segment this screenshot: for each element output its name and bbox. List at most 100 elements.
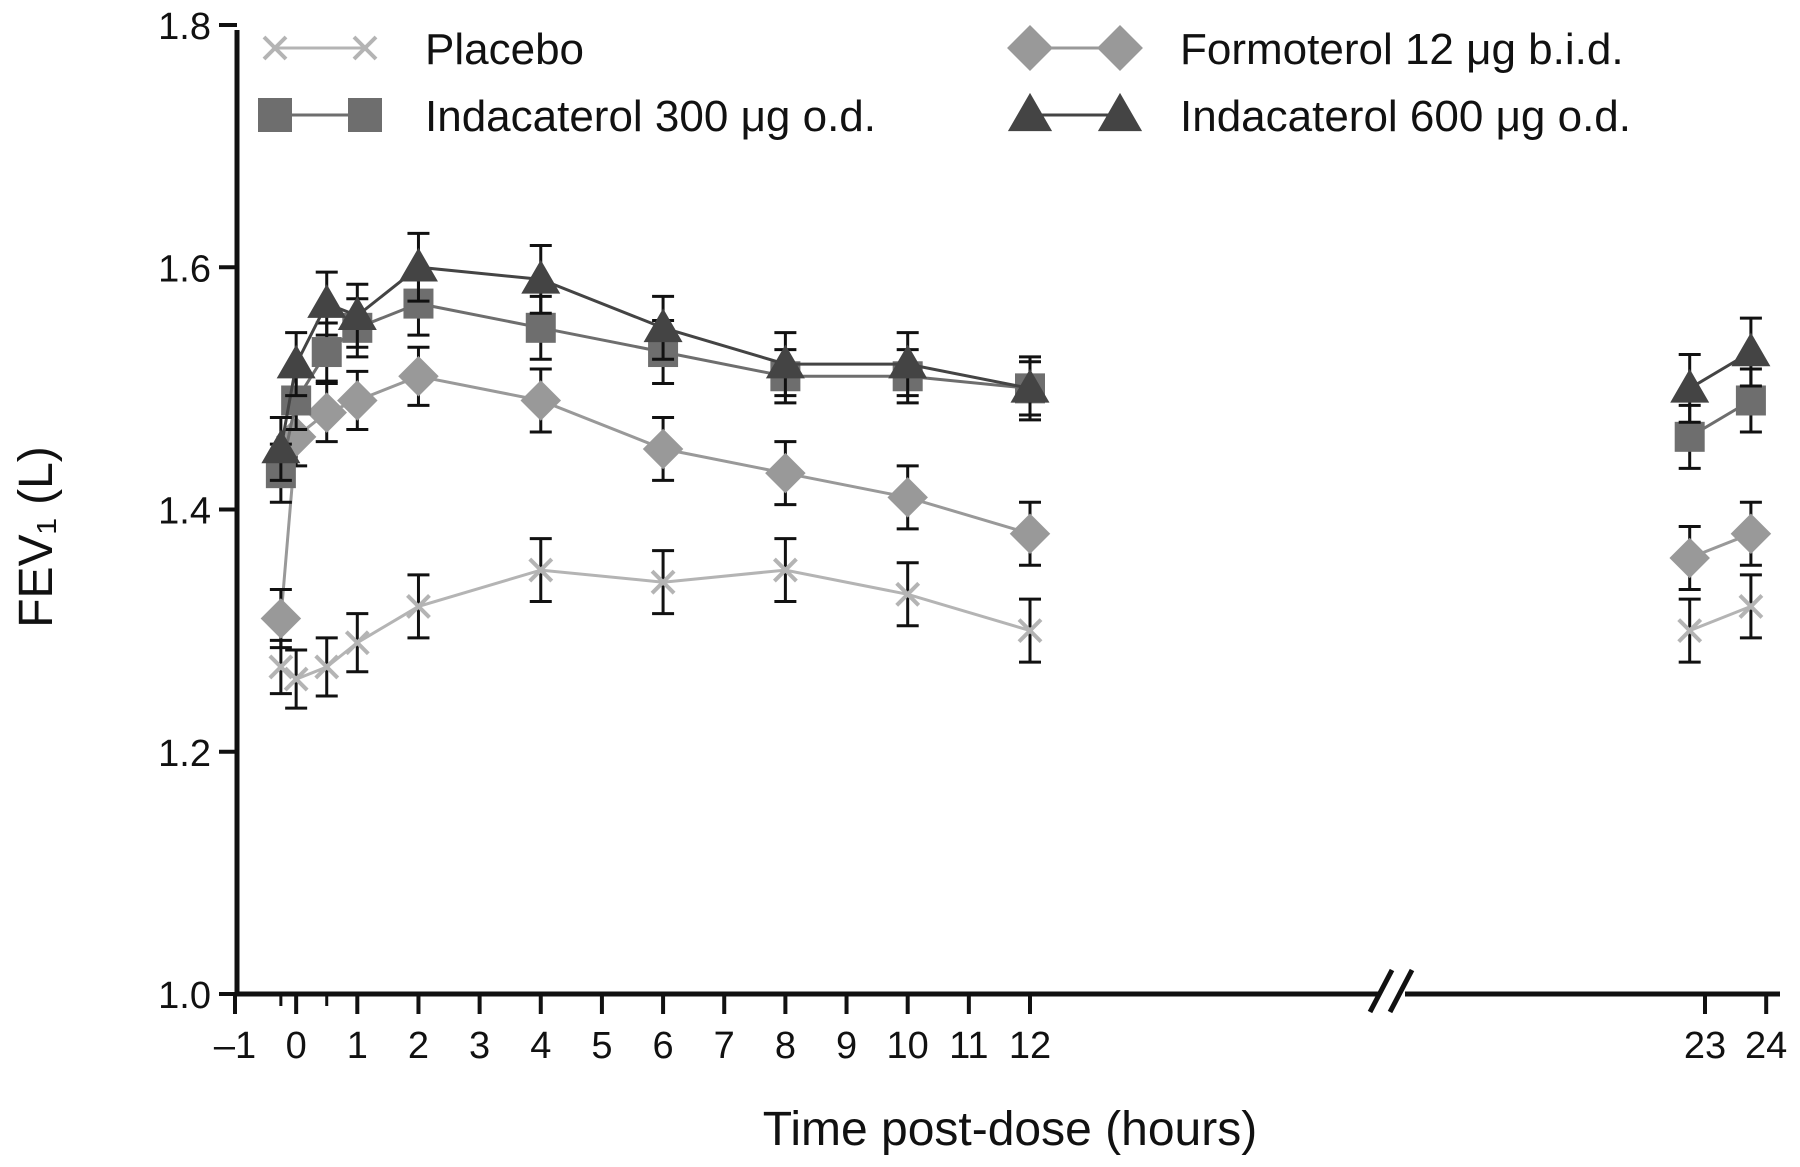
- marker-stroke: [772, 557, 798, 583]
- data-point: [521, 259, 561, 294]
- legend: Placebo Formoterol 12 μg b.i.d. Indacatero…: [258, 25, 1631, 141]
- data-point: [268, 654, 294, 680]
- series-line: [279, 374, 1031, 619]
- data-point: [887, 477, 928, 518]
- legend-label: Indacaterol 300 μg o.d.: [425, 92, 876, 141]
- data-point: [1674, 421, 1705, 452]
- series-line: [279, 265, 1031, 450]
- data-point: [398, 247, 438, 282]
- legend-item: Indacaterol 600 μg o.d.: [1007, 92, 1631, 141]
- x-tick-label: 10: [887, 1025, 929, 1067]
- data-point: [765, 452, 806, 494]
- legend-marker: [262, 35, 288, 61]
- marker-stroke: [406, 593, 431, 619]
- data-point: [1017, 618, 1043, 644]
- x-tick-label: 12: [1009, 1025, 1051, 1067]
- data-point: [306, 392, 347, 433]
- legend-label: Placebo: [425, 25, 584, 74]
- marker-stroke: [283, 666, 309, 692]
- y-tick-label: 1.6: [158, 248, 211, 290]
- data-point: [1677, 618, 1703, 644]
- y-tick-label: 1.0: [158, 975, 211, 1017]
- data-point: [1670, 368, 1710, 403]
- data-point: [344, 630, 370, 656]
- y-tick-label: 1.4: [158, 491, 211, 533]
- x-tick-label: 2: [408, 1025, 429, 1067]
- data-point: [1738, 593, 1764, 619]
- data-point: [525, 312, 556, 343]
- data-point: [642, 428, 684, 470]
- x-tick-label: 24: [1745, 1025, 1787, 1067]
- x-tick-label: 4: [530, 1025, 551, 1067]
- legend-marker: [258, 98, 292, 132]
- legend-marker: [1007, 92, 1053, 132]
- x-tick-label: 6: [653, 1025, 674, 1067]
- axes: 1.01.21.41.61.8–1 0 1 2 3 4 5 6 7 8 9 10 11 12 23 24: [158, 6, 1787, 1067]
- axis-break-mark: [1387, 968, 1415, 1014]
- y-tick-label: 1.2: [158, 733, 211, 775]
- series-2: [265, 270, 1766, 504]
- data-point: [311, 337, 342, 368]
- marker-stroke: [314, 654, 340, 680]
- marker-stroke: [344, 630, 370, 656]
- legend-item: Placebo: [262, 25, 584, 74]
- axis-break-mark: [1367, 968, 1395, 1014]
- x-tick-label: 7: [714, 1025, 735, 1067]
- marker-stroke: [528, 557, 554, 583]
- legend-marker: [1007, 25, 1053, 71]
- series-3: [261, 231, 1771, 482]
- data-point: [643, 308, 683, 343]
- data-point: [895, 581, 921, 607]
- series-line: [279, 568, 1031, 681]
- x-tick-label: 1: [347, 1025, 368, 1067]
- marker-stroke: [1677, 618, 1703, 644]
- data-point: [283, 666, 309, 692]
- x-tick-label: 5: [591, 1025, 612, 1067]
- data-point: [260, 598, 302, 639]
- data-point: [406, 593, 431, 619]
- data-point: [398, 356, 439, 397]
- y-tick-label: 1.8: [158, 6, 211, 48]
- data-point: [528, 557, 554, 583]
- x-tick-label: 8: [775, 1025, 796, 1067]
- marker-stroke: [262, 35, 288, 61]
- x-tick-label: 3: [469, 1025, 490, 1067]
- x-axis-title: Time post-dose (hours): [763, 1103, 1257, 1156]
- data-point: [261, 429, 301, 464]
- legend-marker: [348, 98, 382, 132]
- data-point: [307, 284, 347, 318]
- data-point: [337, 296, 377, 330]
- marker-stroke: [650, 569, 676, 595]
- x-tick-label: 9: [836, 1025, 857, 1067]
- data-point: [772, 557, 798, 583]
- marker-stroke: [268, 654, 294, 680]
- data-point: [1010, 368, 1050, 403]
- marker-stroke: [895, 581, 921, 607]
- legend-item: Formoterol 12 μg b.i.d.: [1007, 25, 1624, 74]
- marker-stroke: [1017, 618, 1043, 644]
- x-tick-label: 11: [949, 1025, 988, 1067]
- y-axis-title: FEV₁ (L): [10, 446, 63, 628]
- data-point: [1669, 537, 1710, 579]
- series-group: [260, 231, 1772, 710]
- data-point: [276, 344, 316, 379]
- marker-stroke: [352, 35, 378, 61]
- x-tick-label: 23: [1684, 1025, 1726, 1067]
- data-point: [520, 380, 562, 421]
- series-0: [268, 537, 1764, 710]
- series-line: [1689, 605, 1752, 632]
- data-point: [1735, 385, 1766, 416]
- data-point: [650, 569, 676, 595]
- legend-item: Indacaterol 300 μg o.d.: [258, 92, 876, 141]
- x-tick-label: –1: [214, 1025, 256, 1067]
- legend-marker: [1097, 25, 1143, 71]
- legend-label: Formoterol 12 μg b.i.d.: [1180, 25, 1624, 74]
- data-point: [765, 344, 805, 379]
- data-point: [1731, 332, 1771, 367]
- legend-marker: [352, 35, 378, 61]
- data-point: [337, 380, 378, 421]
- x-tick-label: 0: [286, 1025, 307, 1067]
- legend-marker: [1097, 92, 1143, 132]
- data-point: [1009, 513, 1051, 554]
